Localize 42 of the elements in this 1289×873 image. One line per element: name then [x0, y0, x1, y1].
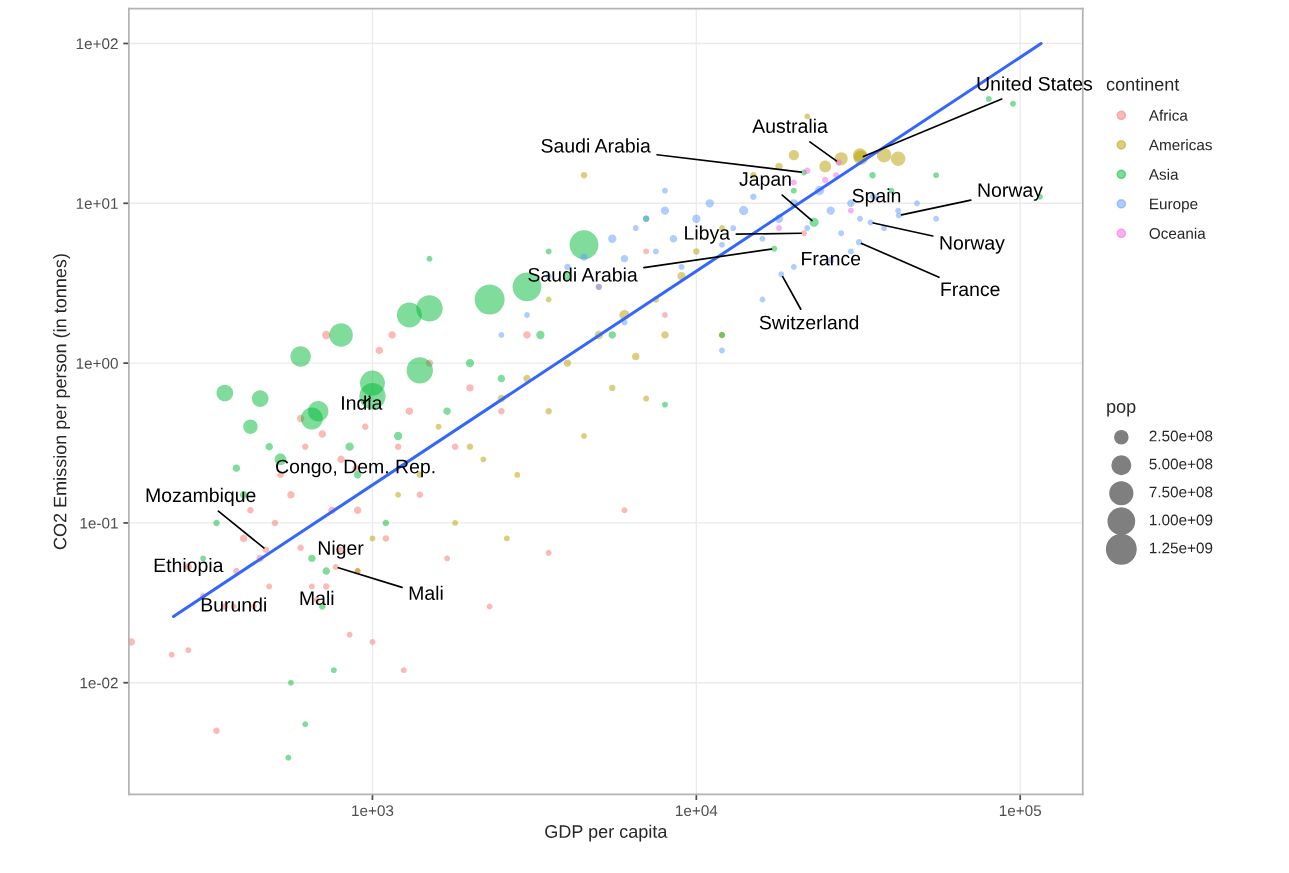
legend-label: 1.25e+09	[1149, 542, 1213, 554]
annotation: Burundi	[201, 597, 266, 612]
legend-title: continent	[1106, 77, 1180, 91]
y-tick-label: 1e+01	[76, 198, 118, 209]
annotation: Norway	[940, 236, 1005, 254]
legend-label: 5.00e+08	[1149, 458, 1213, 470]
annotation: Libya	[685, 225, 731, 244]
legend-label: Asia	[1148, 168, 1179, 180]
legend-label: Oceania	[1149, 227, 1206, 239]
legend-label: 2.50e+08	[1149, 430, 1213, 442]
annotation: Switzerland	[759, 315, 859, 330]
annotation: Norway	[978, 183, 1043, 201]
legend-label: 7.50e+08	[1149, 486, 1213, 498]
text: pop	[1107, 402, 1136, 417]
y-tick-label: 1e-01	[80, 517, 118, 529]
annotation: Spain	[852, 188, 901, 207]
legend-label: Americas	[1148, 139, 1212, 151]
annotation: Ethiopia	[154, 557, 224, 577]
y-tick-label: 1e+02	[76, 38, 118, 50]
y-tick-label: 1e+00	[76, 357, 118, 369]
annotation: Australia	[752, 118, 828, 133]
x-tick-label: 1e+04	[676, 805, 718, 817]
annotation: France	[802, 251, 861, 266]
x-tick-label: 1e+05	[999, 805, 1042, 817]
annotation: Japan	[739, 172, 791, 190]
annotation: Mozambique	[146, 487, 256, 506]
y-axis-title: CO2 Emission per person (in tonnes)	[53, 254, 71, 550]
y-tick-label: 1e-02	[80, 677, 118, 689]
annotation: Congo, Dem. Rep.	[276, 459, 435, 478]
annotation: France	[941, 282, 1000, 297]
annotation: Mali	[300, 590, 334, 606]
annotation: Saudi Arabia	[541, 138, 651, 153]
x-axis-title: GDP per capita	[545, 824, 668, 842]
annotation: United States	[977, 76, 1093, 91]
x-tick-label: 1e+03	[352, 805, 394, 817]
annotation: Mali	[409, 585, 443, 600]
legend-label: Europe	[1150, 198, 1198, 213]
annotation: Saudi Arabia	[528, 267, 638, 282]
annotation: Niger	[318, 540, 364, 559]
annotation: India	[342, 395, 383, 410]
legend-label: Africa	[1148, 109, 1188, 121]
legend-label: 1.00e+09	[1149, 514, 1213, 526]
